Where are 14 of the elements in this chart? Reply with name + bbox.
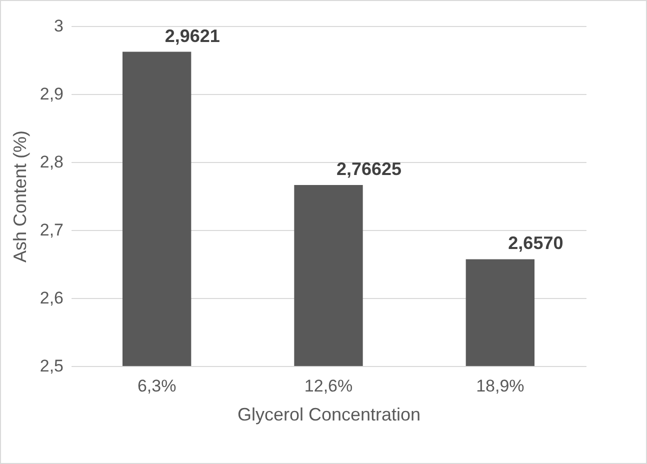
y-tick-label: 3 [54, 16, 64, 36]
y-tick-label: 2,6 [40, 288, 64, 308]
data-label: 2,9621 [164, 26, 220, 46]
x-axis-title: Glycerol Concentration [237, 404, 421, 424]
y-axis-title: Ash Content (%) [10, 130, 30, 263]
x-tick-label: 12,6% [304, 376, 353, 396]
y-tick-label: 2,8 [40, 152, 64, 172]
y-tick-label: 2,5 [40, 356, 64, 376]
data-label: 2,76625 [336, 158, 402, 179]
data-label: 2,6570 [508, 233, 564, 254]
y-tick-label: 2,9 [40, 84, 64, 104]
y-tick-label: 2,7 [40, 220, 64, 240]
x-tick-label: 18,9% [476, 376, 524, 396]
x-tick-label: 6,3% [137, 376, 176, 396]
